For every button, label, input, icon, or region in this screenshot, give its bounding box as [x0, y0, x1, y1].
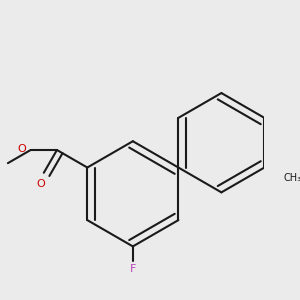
Text: O: O [17, 143, 26, 154]
Text: F: F [130, 264, 136, 274]
Text: CH₃: CH₃ [284, 173, 300, 183]
Text: O: O [37, 178, 45, 189]
